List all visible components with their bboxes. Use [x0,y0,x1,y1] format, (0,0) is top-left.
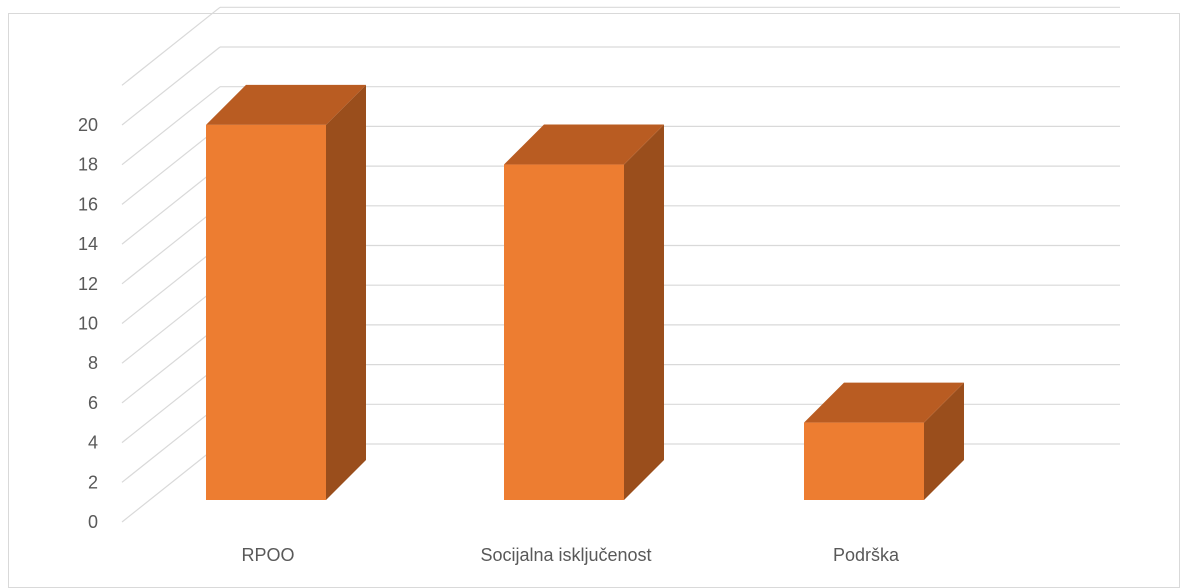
y-axis-ticks: 0 2 4 6 8 10 12 14 16 18 20 [78,115,98,532]
y-tick-label: 6 [88,393,98,413]
gridline-side [121,205,221,285]
y-tick-label: 2 [88,472,98,492]
y-tick-label: 0 [88,512,98,532]
y-tick-label: 20 [78,115,98,135]
y-tick-label: 4 [88,433,98,453]
bar [804,382,964,500]
bar-side [326,84,366,500]
gridline-side [121,284,221,364]
bar-side [624,124,664,501]
bar-side [924,382,964,500]
bar [504,124,664,501]
category-label: Socijalna isključenost [480,545,651,565]
bar [206,84,366,500]
bar-top [804,382,964,423]
gridline-side [121,443,221,523]
bar-top [504,124,664,165]
y-tick-label: 18 [78,155,98,175]
gridline-side [121,165,221,245]
gridline-side [121,364,221,444]
gridline-side [121,324,221,404]
category-label: Podrška [833,545,900,565]
y-tick-label: 14 [78,234,98,254]
category-axis: RPOO Socijalna isključenost Podrška [241,545,900,565]
bar-front [206,124,326,500]
gridline-side [121,6,221,86]
gridline-side [121,86,221,166]
bar-front [504,164,624,501]
bar-top [206,84,366,125]
gridline-side [121,403,221,483]
gridline-side [121,245,221,324]
y-tick-label: 12 [78,274,98,294]
y-tick-label: 16 [78,194,98,214]
bar-layer [206,84,964,501]
y-tick-label: 8 [88,353,98,373]
y-tick-label: 10 [78,314,98,334]
bar-front [804,422,924,500]
category-label: RPOO [241,545,294,565]
gridline-side [121,46,221,126]
gridline-side [121,125,221,205]
grid-layer [121,6,1120,523]
